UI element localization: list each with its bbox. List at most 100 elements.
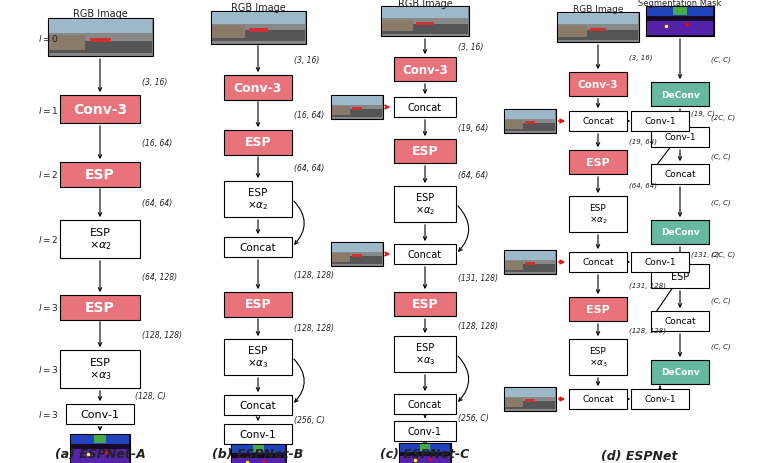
Text: Concat: Concat: [240, 400, 276, 410]
Text: RGB Image: RGB Image: [398, 0, 452, 9]
Text: Conv-3: Conv-3: [73, 103, 127, 117]
Text: Concat: Concat: [664, 317, 696, 326]
Bar: [332, 106, 350, 115]
Bar: [558, 14, 638, 25]
Bar: [231, 445, 285, 453]
FancyBboxPatch shape: [569, 339, 627, 375]
FancyBboxPatch shape: [504, 110, 556, 134]
FancyBboxPatch shape: [557, 13, 639, 43]
FancyBboxPatch shape: [651, 264, 709, 288]
Bar: [49, 36, 85, 50]
FancyBboxPatch shape: [331, 96, 383, 120]
Bar: [332, 244, 382, 252]
Text: (19, C): (19, C): [691, 111, 715, 117]
Text: Conv-1: Conv-1: [645, 258, 676, 267]
Text: RGB Image: RGB Image: [231, 3, 285, 13]
Text: (128, C): (128, C): [135, 392, 166, 400]
FancyBboxPatch shape: [646, 7, 714, 37]
Bar: [352, 108, 362, 111]
Text: (64, 64): (64, 64): [294, 163, 324, 173]
Bar: [332, 97, 382, 106]
FancyBboxPatch shape: [66, 404, 134, 424]
Text: (16, 64): (16, 64): [294, 111, 324, 120]
Text: ESP
$\times\alpha_3$: ESP $\times\alpha_3$: [247, 345, 269, 369]
Bar: [525, 122, 535, 125]
FancyBboxPatch shape: [60, 295, 140, 320]
Text: Conv-3: Conv-3: [578, 80, 618, 90]
Bar: [352, 255, 362, 258]
Text: (64, 128): (64, 128): [142, 272, 177, 282]
Bar: [673, 8, 686, 15]
Text: Conv-1: Conv-1: [81, 409, 119, 419]
Text: ESP
$\times\alpha_2$: ESP $\times\alpha_2$: [415, 192, 435, 217]
Text: Conv-3: Conv-3: [234, 81, 282, 94]
Text: $l=2$: $l=2$: [38, 169, 58, 180]
Text: (b) ESPNet-B: (b) ESPNet-B: [212, 448, 304, 461]
FancyBboxPatch shape: [569, 252, 627, 272]
Bar: [505, 111, 555, 119]
Text: (2C, C): (2C, C): [711, 251, 735, 258]
Text: Conv-1: Conv-1: [664, 133, 696, 142]
Text: Conv-1: Conv-1: [240, 429, 276, 439]
FancyBboxPatch shape: [394, 187, 456, 223]
Bar: [647, 22, 713, 36]
Text: (2C, C): (2C, C): [711, 114, 735, 120]
FancyBboxPatch shape: [224, 75, 292, 100]
Text: (C, C): (C, C): [711, 199, 731, 206]
FancyBboxPatch shape: [651, 360, 709, 384]
Text: (128, 128): (128, 128): [142, 330, 182, 339]
Bar: [505, 398, 524, 407]
FancyBboxPatch shape: [394, 292, 456, 316]
Bar: [212, 31, 304, 42]
Text: ESP: ESP: [85, 168, 115, 181]
FancyBboxPatch shape: [631, 252, 689, 272]
Bar: [249, 29, 268, 32]
Bar: [505, 401, 555, 409]
Text: Concat: Concat: [582, 258, 614, 267]
Text: (256, C): (256, C): [294, 415, 325, 424]
Bar: [71, 435, 129, 444]
Bar: [382, 25, 468, 35]
Text: ESP: ESP: [412, 298, 438, 311]
Bar: [505, 261, 524, 270]
FancyBboxPatch shape: [224, 339, 292, 375]
Text: $l=2$: $l=2$: [38, 234, 58, 245]
Text: ESP
$\times\alpha_3$: ESP $\times\alpha_3$: [415, 342, 435, 367]
Text: (3, 16): (3, 16): [294, 56, 320, 64]
Bar: [231, 458, 285, 463]
Text: (a) ESPNet-A: (a) ESPNet-A: [55, 448, 145, 461]
Bar: [525, 400, 535, 402]
Text: (19, 64): (19, 64): [458, 124, 489, 133]
FancyBboxPatch shape: [569, 150, 627, 175]
FancyBboxPatch shape: [224, 130, 292, 155]
FancyBboxPatch shape: [631, 389, 689, 409]
Text: (16, 64): (16, 64): [142, 139, 172, 148]
Bar: [505, 124, 555, 132]
Bar: [253, 445, 263, 452]
FancyBboxPatch shape: [394, 98, 456, 118]
Text: Concat: Concat: [408, 250, 442, 259]
FancyBboxPatch shape: [224, 424, 292, 444]
FancyBboxPatch shape: [70, 434, 130, 463]
FancyBboxPatch shape: [394, 421, 456, 441]
Text: ESP
$\times\alpha_2$: ESP $\times\alpha_2$: [588, 204, 607, 225]
Bar: [505, 120, 524, 129]
Text: (C, C): (C, C): [711, 56, 731, 63]
Bar: [332, 110, 382, 118]
Text: ESP: ESP: [245, 136, 272, 149]
Text: $l=3$: $l=3$: [38, 302, 59, 313]
Bar: [525, 263, 535, 266]
Text: ESP
$\times\alpha_3$: ESP $\times\alpha_3$: [88, 357, 111, 382]
FancyBboxPatch shape: [569, 297, 627, 321]
Text: Conv-1: Conv-1: [408, 426, 442, 436]
Text: ESP
$\times\alpha_2$: ESP $\times\alpha_2$: [247, 188, 269, 212]
Bar: [647, 8, 713, 17]
Text: (d) ESPNet: (d) ESPNet: [600, 450, 677, 463]
FancyBboxPatch shape: [47, 19, 152, 57]
Bar: [94, 435, 106, 443]
Text: Conv-3: Conv-3: [402, 63, 448, 76]
FancyBboxPatch shape: [651, 165, 709, 185]
Text: (3, 16): (3, 16): [142, 78, 167, 88]
Bar: [332, 257, 382, 264]
FancyBboxPatch shape: [651, 220, 709, 244]
